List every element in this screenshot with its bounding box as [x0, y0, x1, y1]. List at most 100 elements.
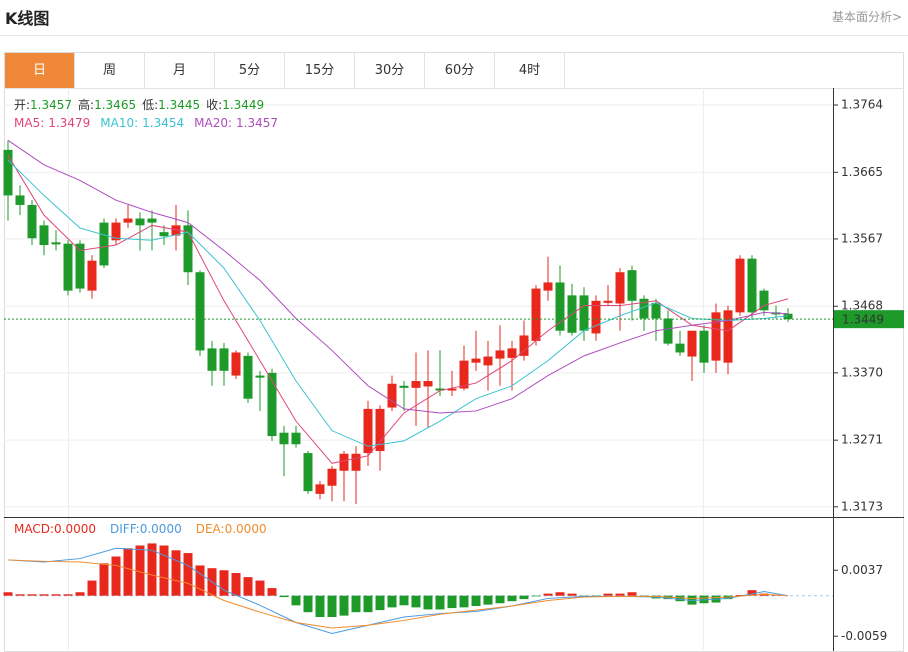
ohlc-label: 收:: [206, 98, 222, 112]
candle-body: [423, 381, 433, 387]
legend-entry: MA10: 1.3454: [100, 116, 184, 130]
period-tab[interactable]: 60分: [425, 53, 495, 88]
macd-bar: [375, 595, 385, 611]
candle-body: [171, 225, 181, 236]
candle-body: [219, 348, 229, 371]
candle-body: [531, 288, 541, 341]
legend-text: MACD:: [14, 522, 54, 536]
macd-bar: [3, 592, 13, 596]
macd-bar: [315, 595, 325, 617]
candle-body: [159, 232, 169, 237]
candle-body: [315, 484, 325, 494]
legend-entry: MA20: 1.3457: [194, 116, 278, 130]
line-series: [7, 159, 789, 447]
macd-bar: [135, 545, 145, 596]
y-tick-label: 1.3665: [841, 165, 883, 179]
macd-bar: [183, 553, 193, 596]
period-tab[interactable]: 日: [5, 53, 75, 88]
macd-bar: [423, 595, 433, 610]
macd-bar: [51, 594, 61, 596]
macd-bar: [483, 595, 493, 605]
candle-body: [507, 348, 517, 358]
candle-body: [63, 243, 73, 291]
candle-body: [447, 388, 457, 391]
macd-bar: [627, 592, 637, 596]
period-tab[interactable]: 5分: [215, 53, 285, 88]
candle-body: [435, 388, 445, 391]
candle-body: [615, 272, 625, 304]
candle-body: [675, 343, 685, 353]
candle-body: [339, 453, 349, 471]
period-tab[interactable]: 4时: [495, 53, 565, 88]
candle-body: [39, 225, 49, 246]
macd-bar: [675, 595, 685, 602]
candle-body: [195, 272, 205, 351]
macd-bar: [267, 588, 277, 596]
candle-body: [327, 468, 337, 486]
candle-body: [723, 310, 733, 363]
candle-body: [555, 282, 565, 331]
macd-bar: [99, 563, 109, 596]
candle-body: [399, 385, 409, 388]
candle-body: [207, 348, 217, 371]
candle-body: [759, 290, 769, 311]
candle-body: [411, 381, 421, 388]
legend-text: MA5:: [14, 116, 44, 130]
macd-bar: [363, 595, 373, 613]
candle-body: [363, 408, 373, 454]
macd-bar: [147, 543, 157, 596]
macd-bar: [195, 565, 205, 596]
macd-bar: [171, 550, 181, 596]
y-tick-label: 1.3567: [841, 231, 883, 245]
macd-bar: [231, 573, 241, 596]
fundamental-link[interactable]: 基本面分析>: [831, 10, 902, 24]
y-tick-label: 1.3468: [841, 299, 883, 313]
macd-bar: [255, 580, 265, 596]
legend-entry: DEA:0.0000: [196, 522, 267, 536]
current-price-label: 1.3449: [842, 313, 884, 327]
candle-body: [639, 298, 649, 319]
period-tab[interactable]: 15分: [285, 53, 355, 88]
period-tab[interactable]: 月: [145, 53, 215, 88]
macd-bar: [747, 590, 757, 596]
line-series: [7, 155, 789, 464]
legend-text: 0.0000: [54, 522, 96, 536]
candle-body: [75, 243, 85, 289]
line-series: [7, 547, 789, 635]
ohlc-label: 低:: [142, 98, 158, 112]
macd-bar: [123, 548, 133, 596]
macd-bar: [555, 592, 565, 596]
candle-body: [591, 300, 601, 334]
macd-bar: [471, 595, 481, 606]
candle-body: [99, 222, 109, 266]
candle-body: [147, 218, 157, 223]
legend-text: MA10:: [100, 116, 138, 130]
candle-body: [495, 350, 505, 359]
macd-bar: [159, 545, 169, 596]
candle-body: [711, 312, 721, 361]
macd-bar: [27, 594, 37, 596]
y-tick-label: -0.0059: [841, 629, 887, 643]
macd-bar: [387, 595, 397, 608]
macd-bar: [351, 595, 361, 613]
legend-entry: DIFF:0.0000: [110, 522, 182, 536]
period-tab[interactable]: 周: [75, 53, 145, 88]
legend-text: 1.3457: [236, 116, 278, 130]
period-tab[interactable]: 30分: [355, 53, 425, 88]
candle-body: [651, 302, 661, 319]
candle-body: [111, 222, 121, 241]
candle-body: [291, 432, 301, 445]
ohlc-label: 开:: [14, 98, 30, 112]
macd-bar: [603, 593, 613, 596]
ohlc-value: 1.3449: [222, 98, 264, 112]
legend-text: DEA:: [196, 522, 225, 536]
candle-body: [471, 358, 481, 363]
legend-text: 0.0000: [140, 522, 182, 536]
candle-body: [375, 408, 385, 452]
macd-bar: [615, 593, 625, 596]
candle-body: [15, 195, 25, 205]
candle-body: [783, 313, 793, 320]
candle-body: [699, 330, 709, 363]
macd-bar: [111, 556, 121, 596]
macd-bar: [531, 595, 541, 597]
